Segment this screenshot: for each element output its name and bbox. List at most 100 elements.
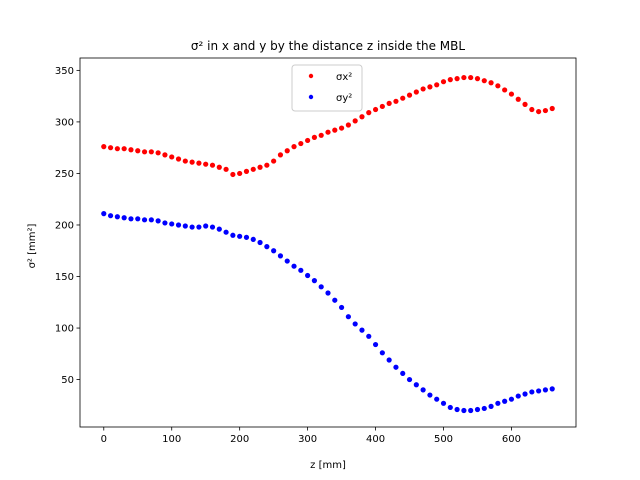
sigma-x-point-57: [488, 80, 494, 86]
sigma-x-point-26: [277, 152, 284, 158]
sigma-x-point-62: [522, 101, 528, 107]
sigma-y-point-66: [549, 386, 555, 392]
sigma-y-point-21: [243, 234, 250, 240]
sigma-x-point-55: [474, 76, 481, 82]
sigma-y-point-48: [427, 392, 433, 398]
sigma-x-point-27: [284, 148, 290, 154]
sigma-y-point-59: [502, 398, 508, 404]
sigma-y-point-58: [495, 400, 501, 406]
sigma-y-point-33: [325, 290, 331, 296]
sigma-y-point-63: [529, 389, 535, 395]
sigma-x-point-46: [413, 89, 419, 95]
sigma-x-point-38: [359, 114, 365, 120]
sigma-y-point-61: [515, 393, 521, 399]
sigma-x-point-61: [515, 96, 521, 102]
sigma-y-point-60: [508, 396, 515, 402]
sigma-y-point-45: [406, 376, 413, 383]
y-tick-label: 300: [55, 117, 74, 128]
sigma-y-point-5: [135, 216, 141, 222]
legend-marker-sigma-x: [308, 73, 314, 79]
sigma-y-point-23: [257, 239, 263, 246]
sigma-x-point-43: [393, 98, 399, 104]
sigma-x-point-45: [406, 92, 413, 98]
sigma-x-point-17: [216, 164, 222, 170]
sigma-y-point-28: [291, 263, 297, 269]
sigma-x-point-65: [542, 107, 549, 114]
sigma-x-point-39: [366, 110, 372, 116]
sigma-x-point-22: [250, 166, 256, 172]
sigma-y-point-52: [454, 406, 460, 413]
sigma-y-point-16: [209, 224, 216, 230]
y-tick-label: 200: [55, 220, 74, 231]
legend-marker-sigma-y: [308, 94, 314, 100]
sigma-y-point-51: [447, 404, 453, 411]
sigma-x-point-64: [536, 108, 542, 115]
sigma-y-point-27: [284, 258, 290, 264]
x-tick-label: 400: [366, 434, 385, 445]
sigma-y-point-4: [128, 216, 134, 222]
sigma-x-point-4: [128, 147, 134, 153]
sigma-x-point-7: [148, 149, 154, 155]
sigma-y-point-64: [536, 388, 542, 394]
sigma-x-point-47: [420, 86, 426, 92]
sigma-y-point-44: [400, 370, 406, 377]
sigma-y-point-7: [148, 217, 154, 223]
sigma-y-point-34: [332, 297, 338, 303]
sigma-y-point-22: [250, 236, 256, 243]
sigma-x-point-53: [461, 74, 467, 81]
sigma-y-point-65: [542, 387, 549, 393]
sigma-x-point-50: [440, 79, 447, 85]
sigma-x-point-66: [549, 105, 555, 112]
sigma-x-point-18: [223, 166, 229, 172]
sigma-y-point-13: [189, 224, 195, 230]
sigma-x-point-56: [481, 78, 487, 84]
sigma-x-point-28: [291, 144, 297, 150]
y-tick-label: 100: [55, 324, 74, 335]
sigma-x-point-2: [114, 146, 120, 152]
sigma-x-point-34: [332, 127, 338, 133]
sigma-y-point-42: [386, 357, 392, 363]
sigma-y-point-18: [223, 229, 229, 235]
sigma-x-point-9: [162, 152, 168, 158]
sigma-y-point-11: [175, 222, 182, 228]
sigma-x-point-48: [427, 84, 433, 90]
sigma-x-point-33: [325, 129, 331, 135]
sigma-y-point-15: [203, 223, 209, 229]
legend: σx² σy²: [291, 64, 363, 112]
x-tick-label: 300: [298, 434, 317, 445]
x-tick-label: 100: [162, 434, 181, 445]
sigma-x-point-1: [107, 145, 114, 151]
sigma-y-point-32: [318, 284, 324, 290]
sigma-x-point-16: [209, 162, 216, 168]
sigma-y-point-2: [114, 214, 120, 220]
sigma-y-point-49: [434, 396, 440, 402]
sigma-x-point-35: [338, 125, 345, 131]
x-tick-label: 600: [502, 434, 521, 445]
sigma-y-point-29: [298, 267, 304, 273]
sigma-y-point-31: [311, 278, 318, 284]
sigma-x-point-49: [434, 82, 440, 88]
sigma-y-point-35: [338, 304, 345, 311]
sigma-y-point-14: [196, 224, 202, 230]
sigma-y-point-47: [420, 387, 426, 393]
x-tick-label: 200: [230, 434, 249, 445]
sigma-y-point-55: [474, 406, 481, 413]
sigma-x-point-0: [101, 144, 107, 150]
sigma-x-point-30: [305, 137, 311, 144]
sigma-x-point-12: [182, 158, 188, 164]
sigma-x-point-15: [203, 161, 209, 167]
sigma-y-point-57: [488, 403, 494, 409]
sigma-y-point-37: [352, 321, 358, 327]
y-tick-label: 50: [61, 375, 74, 386]
sigma-y-point-38: [359, 327, 365, 333]
sigma-x-point-52: [454, 76, 460, 82]
sigma-x-point-54: [468, 74, 474, 81]
sigma-y-point-17: [216, 226, 222, 232]
sigma-y-point-12: [182, 223, 188, 229]
y-tick-label: 350: [55, 66, 74, 77]
sigma-x-point-51: [447, 77, 453, 83]
x-tick-label: 500: [434, 434, 453, 445]
sigma-x-point-58: [495, 83, 501, 89]
sigma-x-point-21: [243, 168, 250, 174]
